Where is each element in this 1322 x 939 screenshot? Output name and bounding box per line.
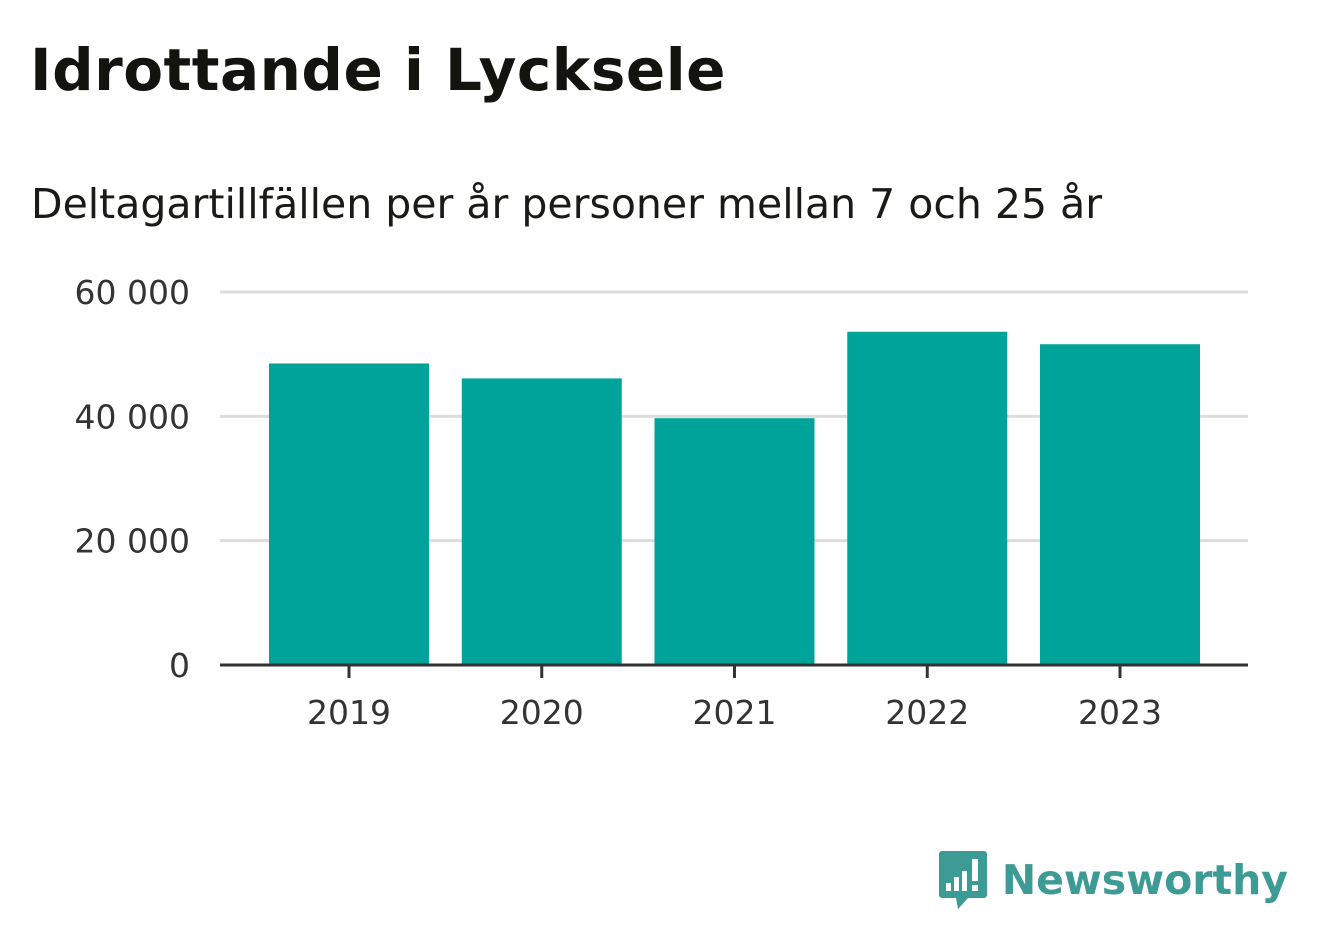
logo-text: Newsworthy [1001,856,1288,904]
y-tick-label: 40 000 [75,397,190,436]
y-tick-label: 60 000 [75,273,190,312]
bar-2022 [847,331,1008,665]
bar-2019 [269,363,429,665]
chart-subtitle: Deltagartillfällen per år personer mella… [31,180,1103,228]
newsworthy-logo: Newsworthy [938,848,1288,912]
bar-2021 [654,418,815,665]
chart-title: Idrottande i Lycksele [30,36,726,104]
y-tick-label: 20 000 [75,522,190,561]
bars [269,331,1200,665]
bar-2020 [461,378,622,665]
bar-2023 [1040,344,1200,665]
y-tick-label: 0 [169,646,190,685]
x-tick-label: 2020 [500,693,584,732]
newsworthy-logo-icon [938,851,987,909]
x-tick-label: 2019 [307,693,391,732]
x-tick-label: 2021 [693,693,777,732]
y-axis-tick-labels: 0 20 000 40 000 60 000 [75,273,190,685]
x-tick-label: 2022 [885,693,969,732]
x-axis-ticks: 2019 2020 2021 2022 2023 [307,665,1162,732]
x-tick-label: 2023 [1078,693,1162,732]
